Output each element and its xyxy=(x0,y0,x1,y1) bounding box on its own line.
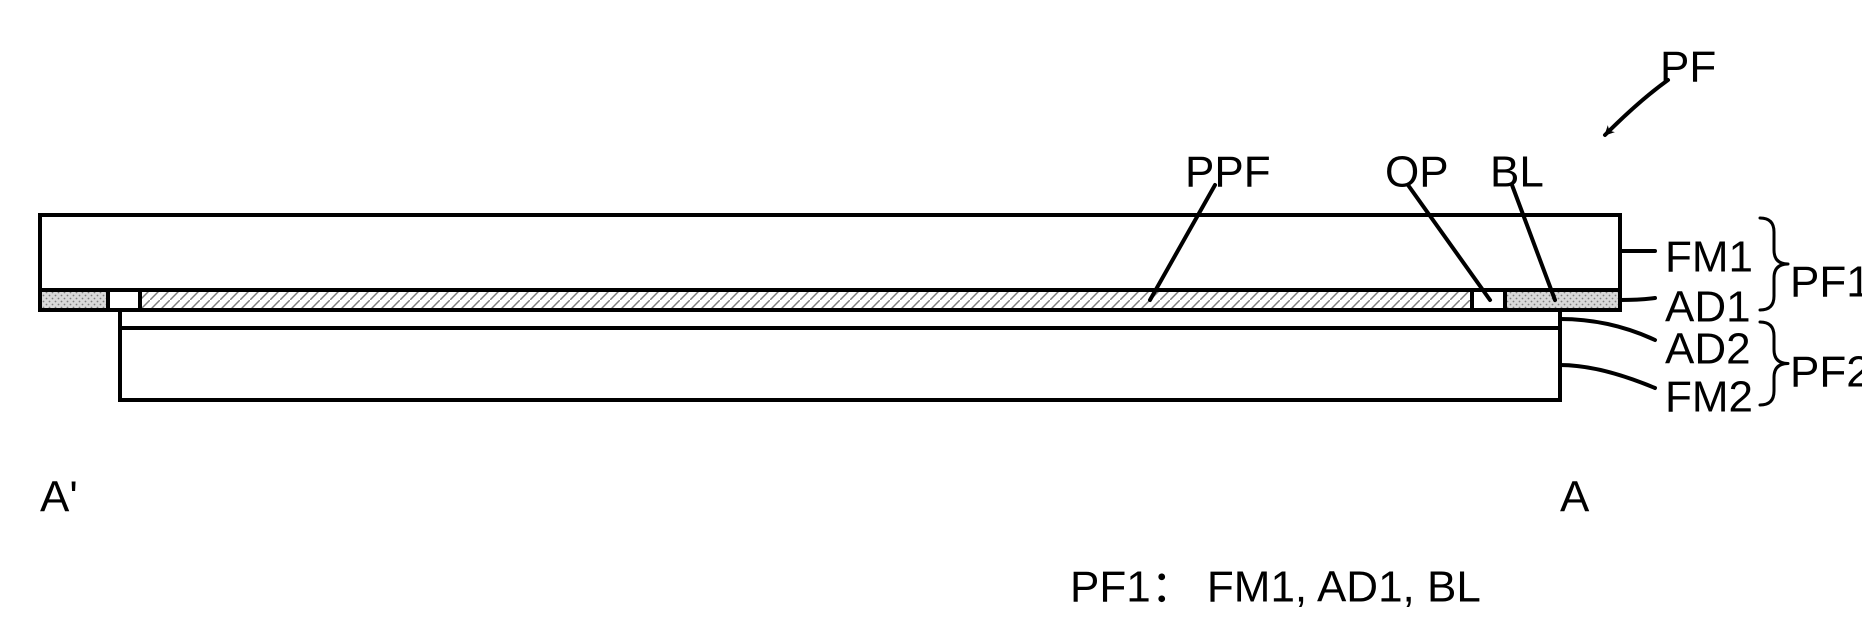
layer-fm1 xyxy=(40,215,1620,290)
label-section-a-prime: A' xyxy=(40,473,78,522)
label-pf: PF xyxy=(1660,43,1716,92)
segment-bl-right xyxy=(1505,290,1620,310)
layer-ad2 xyxy=(120,310,1560,328)
label-bl: BL xyxy=(1490,148,1544,197)
label-fm1: FM1 xyxy=(1665,233,1753,282)
label-legend: PF1： FM1, AD1, BL xyxy=(1070,563,1481,612)
segment-ppf xyxy=(140,290,1472,310)
segment-op-left xyxy=(108,290,140,310)
brace-pf2 xyxy=(1760,322,1788,405)
diagram-svg: PPFOPBLPFFM1AD1AD2FM2PF1PF2AA'PF1： FM1, … xyxy=(0,0,1862,635)
label-pf1: PF1 xyxy=(1790,258,1862,307)
layer-fm2 xyxy=(120,328,1560,400)
label-section-a: A xyxy=(1560,473,1590,522)
brace-pf1 xyxy=(1760,218,1788,310)
label-ppf: PPF xyxy=(1185,148,1271,197)
label-pf2: PF2 xyxy=(1790,348,1862,397)
segment-bl-left xyxy=(40,290,108,310)
label-op: OP xyxy=(1385,148,1449,197)
leader-pf-arrow xyxy=(1605,80,1668,135)
leader-ad2 xyxy=(1560,319,1655,340)
label-fm2: FM2 xyxy=(1665,373,1753,422)
label-ad2: AD2 xyxy=(1665,325,1751,374)
leader-ad1 xyxy=(1620,298,1655,300)
leader-fm2 xyxy=(1560,365,1655,388)
